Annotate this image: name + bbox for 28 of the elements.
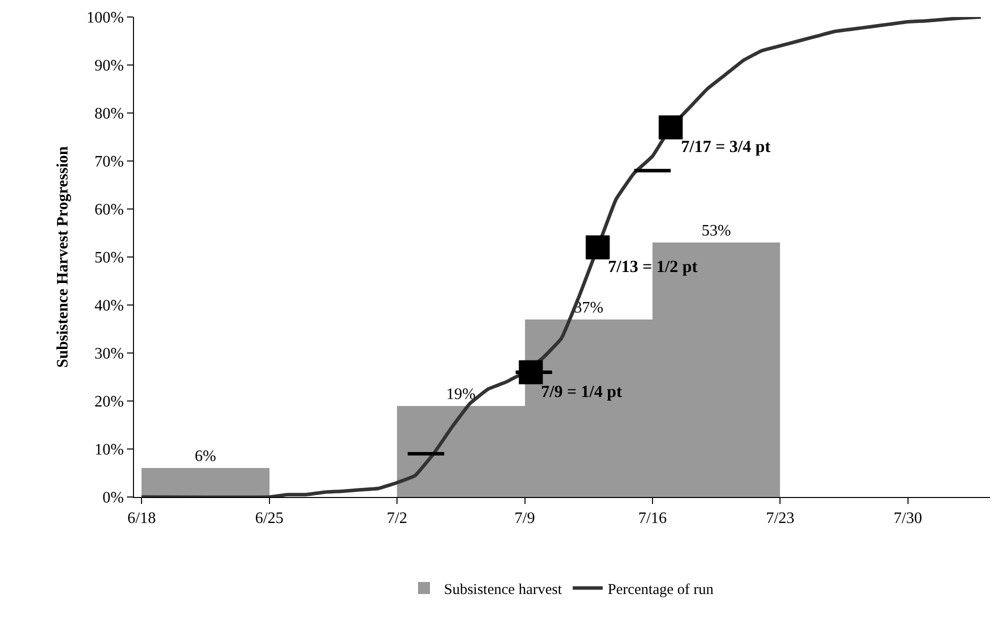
y-tick-label: 0% <box>102 490 124 507</box>
legend-label: Subsistence harvest <box>444 582 563 598</box>
x-tick-label: 6/25 <box>255 510 284 528</box>
x-tick-label: 7/16 <box>638 510 667 528</box>
y-tick-label: 100% <box>86 10 124 27</box>
y-tick-label: 90% <box>94 58 124 75</box>
y-tick-label: 30% <box>94 346 124 363</box>
data-label: 19% <box>446 386 476 403</box>
y-tick-label: 50% <box>94 250 124 267</box>
y-axis-title: Subsistence Harvest Progression <box>54 146 72 368</box>
data-label: 53% <box>702 222 731 240</box>
y-tick-label: 40% <box>94 298 124 315</box>
x-tick-label: 7/30 <box>894 510 922 528</box>
data-label: 6% <box>194 448 216 466</box>
annotation: 7/13 = 1/2 pt <box>608 257 698 276</box>
y-tick-label: 20% <box>94 394 124 411</box>
legend-label: Percentage of run <box>608 582 714 598</box>
y-tick-label: 70% <box>94 154 124 171</box>
x-tick-label: 7/9 <box>514 510 535 528</box>
x-tick-label: 7/2 <box>386 510 408 528</box>
y-tick-label: 60% <box>94 202 124 219</box>
y-tick-label: 80% <box>94 106 124 123</box>
annotation: 7/17 = 3/4 pt <box>681 137 771 156</box>
x-tick-label: 7/23 <box>766 510 794 528</box>
x-tick-label: 6/18 <box>127 510 156 528</box>
data-label: 37% <box>574 299 604 316</box>
annotation: 7/9 = 1/4 pt <box>541 382 622 401</box>
y-tick-label: 10% <box>94 442 124 459</box>
